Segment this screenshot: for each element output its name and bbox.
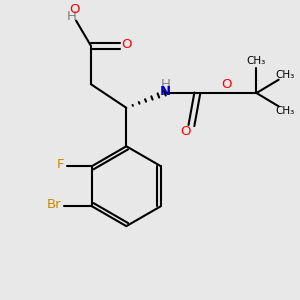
Text: CH₃: CH₃ <box>247 56 266 66</box>
Text: H: H <box>67 10 76 22</box>
Text: CH₃: CH₃ <box>275 70 294 80</box>
Text: CH₃: CH₃ <box>275 106 294 116</box>
Text: Br: Br <box>47 198 61 211</box>
Text: O: O <box>222 78 232 91</box>
Text: H: H <box>160 78 170 91</box>
Text: N: N <box>160 85 171 98</box>
Text: O: O <box>122 38 132 51</box>
Text: F: F <box>56 158 64 171</box>
Text: O: O <box>69 3 80 16</box>
Text: O: O <box>180 125 191 138</box>
